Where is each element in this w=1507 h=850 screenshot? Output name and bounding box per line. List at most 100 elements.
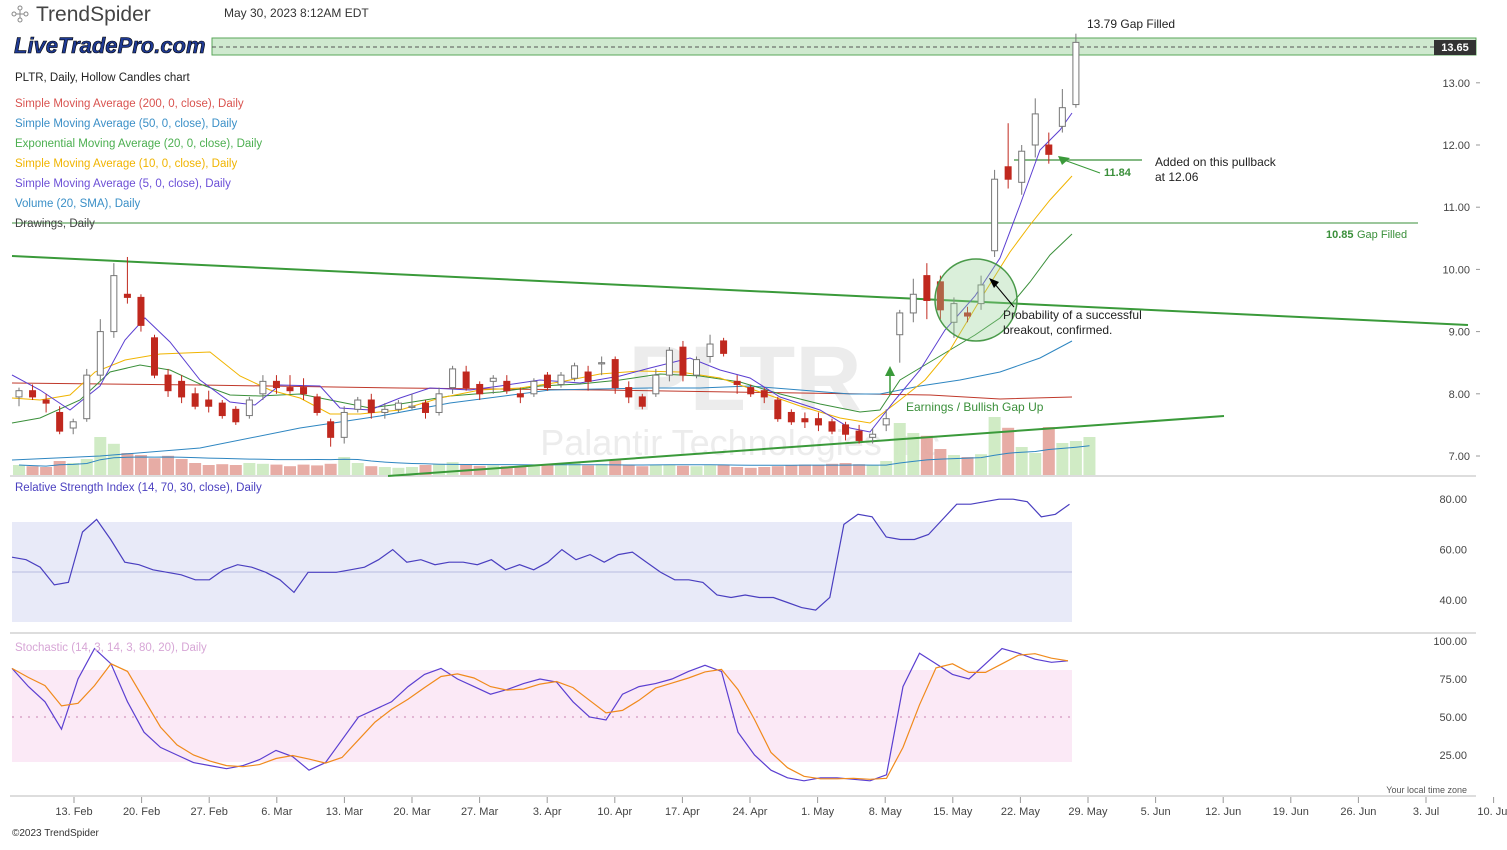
stoch-tick-label: 25.00	[1439, 750, 1467, 762]
copyright: ©2023 TrendSpider	[12, 828, 100, 839]
volume-bar	[297, 464, 310, 475]
price-tick-label: 13.00	[1442, 78, 1470, 90]
candle-body	[1072, 41, 1080, 106]
candle-body	[462, 371, 470, 389]
candle-body	[882, 418, 890, 426]
volume-bar	[80, 459, 93, 475]
price-tick-label: 12.00	[1442, 140, 1470, 152]
candle-body	[801, 418, 809, 423]
candle-body	[42, 399, 50, 404]
stoch-series	[11, 647, 1069, 782]
candle-body	[733, 380, 741, 385]
candle-body	[774, 399, 782, 420]
sma200-line	[11, 382, 1073, 400]
legend-stoch: Stochastic (14, 3, 14, 3, 80, 20), Daily	[15, 642, 207, 654]
volume-bar	[717, 464, 730, 475]
date-tick-label: 20. Mar	[393, 806, 431, 818]
candle-body	[584, 371, 592, 382]
candle-body	[571, 365, 579, 379]
price-tick-label: 8.00	[1449, 389, 1470, 401]
volume-bar	[514, 467, 527, 475]
volume-bar	[351, 463, 364, 475]
date-tick-label: 12. Jun	[1205, 806, 1241, 818]
volume-bar	[893, 423, 906, 475]
date-tick-label: 3. Apr	[533, 806, 562, 818]
volume-bar	[243, 463, 256, 475]
volume-bar	[433, 463, 446, 475]
volume-bar	[975, 454, 988, 475]
volume-bar	[920, 435, 933, 475]
breakout-circle	[934, 258, 1018, 342]
candle-body	[543, 374, 551, 389]
volume-bar	[365, 466, 378, 475]
volume-bar	[229, 465, 242, 475]
volume-bar	[826, 463, 838, 475]
rsi-tick-label: 60.00	[1439, 545, 1467, 557]
legend-drawings: Drawings, Daily	[15, 218, 95, 230]
volume-bar	[148, 458, 161, 475]
legend-sma10: Simple Moving Average (10, 0, close), Da…	[15, 158, 237, 170]
date-tick-label: 24. Apr	[733, 806, 768, 818]
candle-body	[652, 374, 660, 395]
volume-bar	[866, 465, 879, 475]
candle-body	[489, 377, 497, 382]
support-trendline	[387, 415, 1225, 477]
candle-body	[1004, 166, 1012, 180]
candle-body	[408, 405, 416, 408]
candle-body	[354, 399, 362, 410]
volume-bar	[1002, 427, 1015, 475]
legend-chart: PLTR, Daily, Hollow Candles chart	[15, 72, 190, 84]
breakout-arrowhead	[989, 278, 999, 288]
date-tick-label: 5. Jun	[1141, 806, 1171, 818]
candle-body	[29, 390, 37, 398]
candle-body	[286, 387, 294, 392]
volume-bar	[541, 465, 554, 475]
rsi-series	[11, 498, 1070, 611]
candle-body	[245, 399, 253, 417]
candle-body	[340, 411, 348, 438]
candle-body	[693, 359, 700, 376]
legend-volume: Volume (20, SMA), Daily	[15, 198, 141, 210]
volume-bar	[663, 464, 676, 475]
brand-name: TrendSpider	[36, 3, 151, 26]
stoch-tick-label: 50.00	[1439, 712, 1467, 724]
volume-bar	[649, 465, 662, 475]
earnings-arrow	[885, 366, 895, 376]
volume-bar	[1015, 447, 1028, 475]
volume-bar	[189, 463, 202, 475]
volume-bar	[582, 465, 595, 475]
volume-bar	[53, 461, 66, 475]
volume-bar	[311, 465, 324, 475]
local-time-note: Your local time zone	[1386, 785, 1467, 795]
candle-body	[923, 275, 931, 301]
volume-bar	[487, 465, 500, 475]
date-tick-label: 1. May	[801, 806, 835, 818]
candle-body	[137, 296, 145, 326]
rsi-tick-label: 80.00	[1439, 494, 1467, 506]
date-tick-label: 3. Jul	[1413, 806, 1439, 818]
candle-body	[950, 303, 958, 323]
candle-body	[814, 418, 822, 426]
candle-body	[300, 387, 308, 395]
candle-body	[611, 359, 619, 389]
stoch-d-line	[11, 653, 1069, 780]
legend-ema20: Exponential Moving Average (20, 0, close…	[15, 138, 262, 150]
candle-body	[381, 408, 389, 413]
volume-bar	[107, 443, 120, 475]
candle-body	[435, 393, 443, 413]
candle-body	[15, 390, 23, 398]
candle-body	[665, 349, 673, 376]
candle-body	[123, 293, 131, 298]
site-watermark: LiveTradePro.com	[14, 33, 206, 58]
candle-body	[259, 380, 267, 395]
stoch-band	[12, 670, 1072, 762]
gap-top-label: 13.79 Gap Filled	[1087, 17, 1175, 31]
candle-body	[598, 362, 606, 365]
candle-body	[232, 408, 240, 423]
candle-body	[394, 402, 402, 410]
date-tick-label: 26. Jun	[1340, 806, 1376, 818]
candle-body	[191, 393, 199, 407]
candle-body	[557, 374, 565, 385]
candle-body	[83, 374, 91, 420]
